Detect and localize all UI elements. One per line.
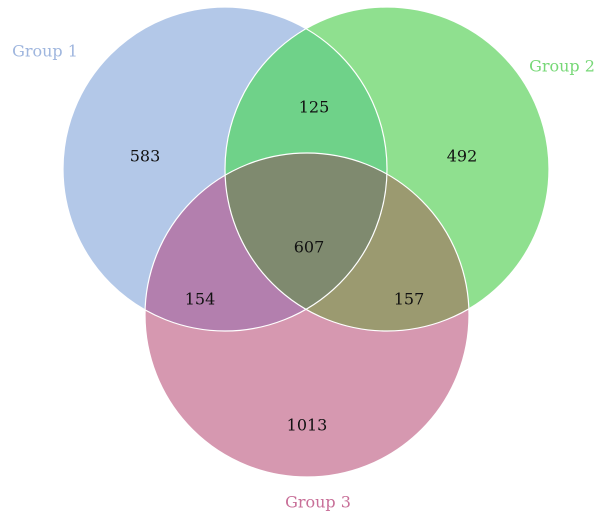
label-group-1: Group 1 <box>12 42 78 61</box>
label-group-3: Group 3 <box>285 493 351 512</box>
value-group-1-group-2: 125 <box>299 98 330 117</box>
group-2-outline <box>224 6 550 332</box>
group-1-outline <box>62 6 388 332</box>
value-group-3-only: 1013 <box>287 416 328 435</box>
value-group-2-only: 492 <box>447 147 478 166</box>
value-group-2-group-3: 157 <box>394 290 425 309</box>
label-group-2: Group 2 <box>529 57 595 76</box>
value-all-groups: 607 <box>294 238 325 257</box>
value-group-1-group-3: 154 <box>185 290 216 309</box>
value-group-1-only: 583 <box>130 147 161 166</box>
group-3-outline <box>144 152 470 478</box>
